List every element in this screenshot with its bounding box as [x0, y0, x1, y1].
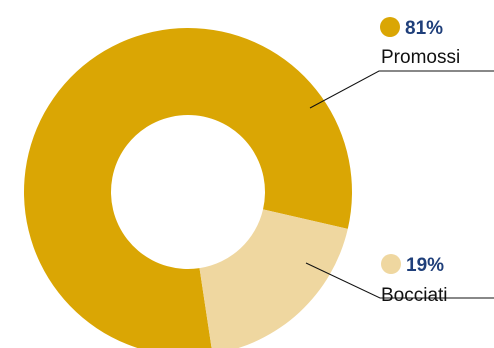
category-label-bocciati: Bocciati	[381, 285, 448, 306]
legend-dot-bocciati	[381, 254, 401, 274]
leader-line-bocciati	[305, 262, 494, 299]
value-label-bocciati: 19%	[406, 255, 444, 276]
slice-bocciati	[199, 209, 348, 348]
legend-dot-promossi	[380, 17, 400, 37]
value-label-promossi: 81%	[405, 18, 443, 39]
leader-line-promossi	[309, 70, 494, 109]
slice-promossi	[24, 28, 352, 348]
slices-group	[24, 28, 352, 348]
category-label-promossi: Promossi	[381, 47, 460, 68]
